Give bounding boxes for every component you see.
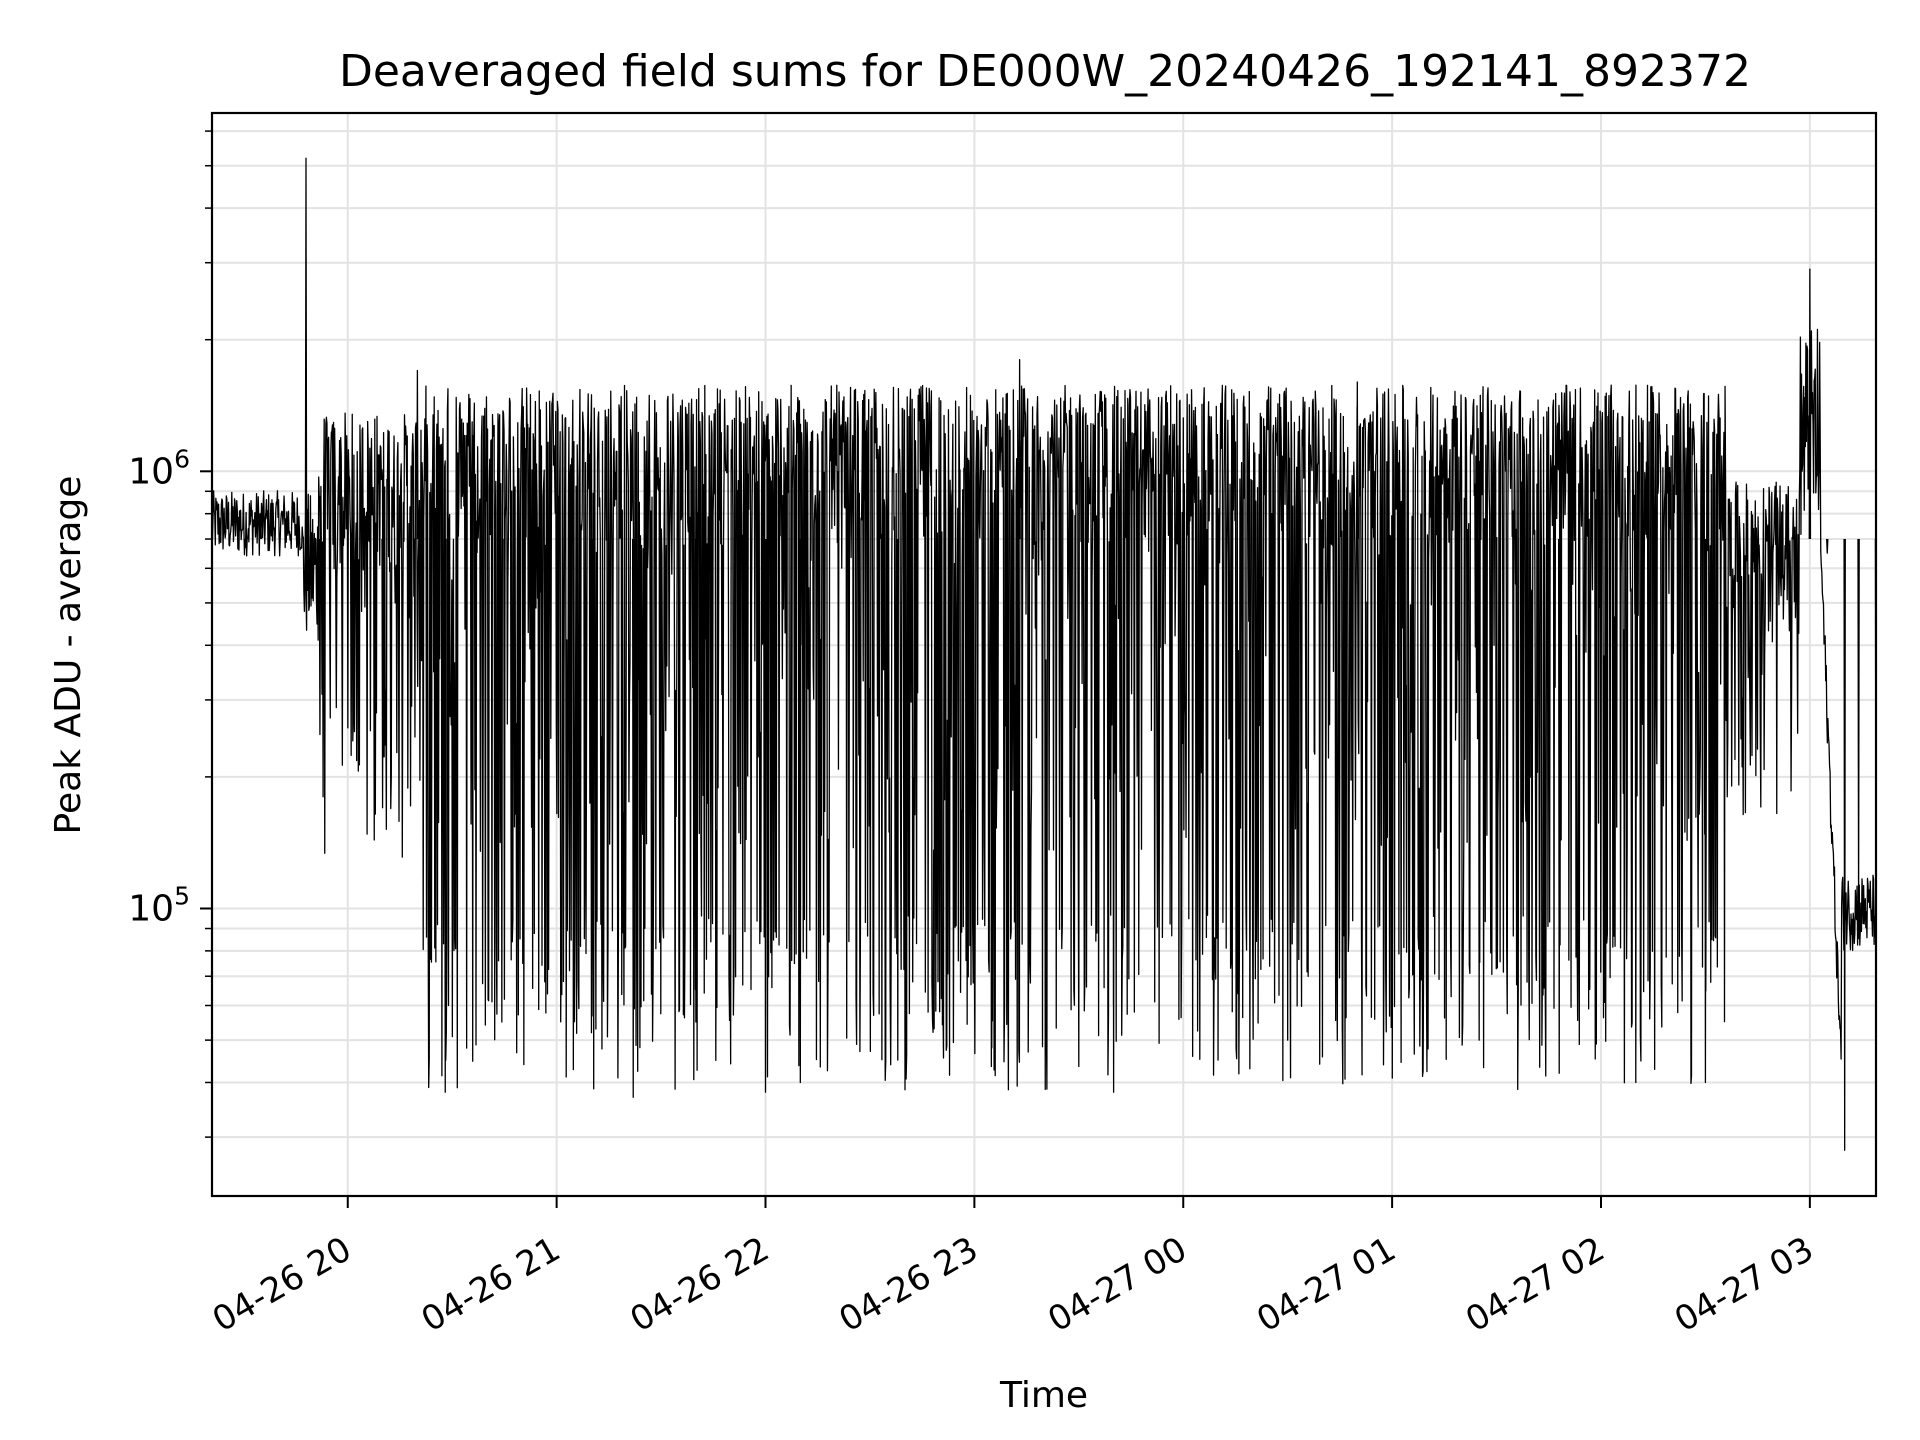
y-tick-label: 106 (128, 444, 190, 492)
y-tick-label: 105 (128, 882, 190, 930)
y-axis-label: Peak ADU - average (48, 476, 89, 835)
y-tick-exponent: 6 (174, 444, 190, 473)
plot-frame (210, 111, 1878, 1198)
series-line (212, 157, 1876, 1151)
y-tick-exponent: 5 (174, 882, 190, 911)
y-tick-base: 10 (128, 889, 174, 930)
axis-ticks (200, 130, 1811, 1208)
chart-title: Deaveraged field sums for DE000W_2024042… (339, 46, 1751, 97)
y-tick-base: 10 (128, 451, 174, 492)
x-axis-label: Time (999, 1375, 1088, 1416)
